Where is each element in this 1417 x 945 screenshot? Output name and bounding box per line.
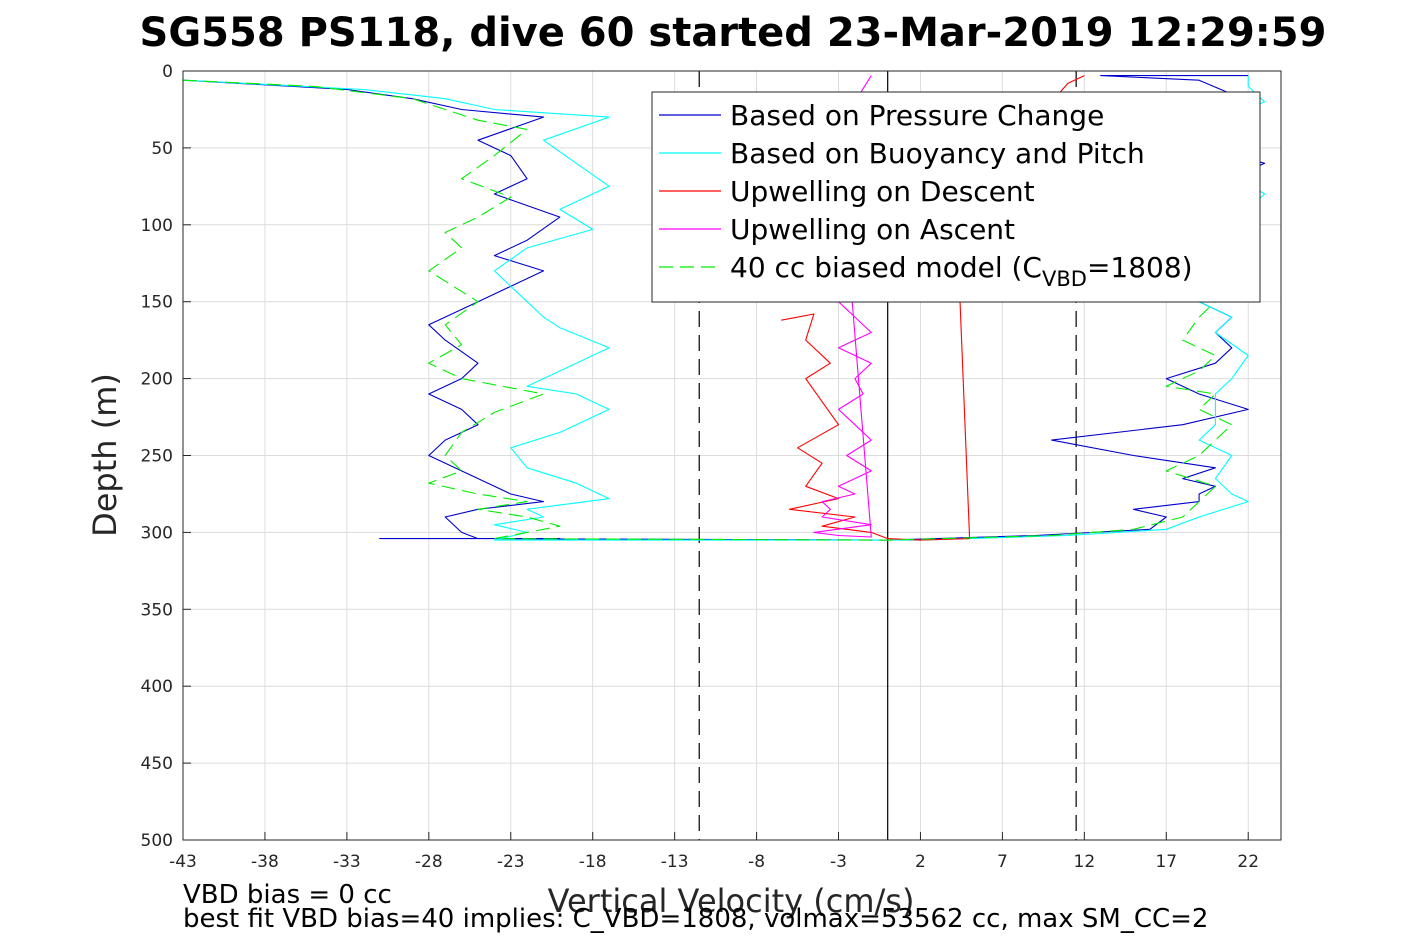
- x-tick-label: -38: [251, 852, 279, 872]
- y-tick-label: 150: [141, 293, 173, 313]
- x-tick-label: -18: [579, 852, 607, 872]
- y-tick-label: 200: [141, 370, 173, 390]
- series-biased-model: [182, 79, 1249, 541]
- legend-label: 40 cc biased model (CVBD=1808): [730, 251, 1193, 291]
- y-axis-label: Depth (m): [86, 373, 124, 537]
- y-axis-ticks: 0 50 100 150 200 250 300 350 400 450 500: [141, 62, 191, 851]
- x-tick-label: 22: [1237, 852, 1259, 872]
- x-tick-label: 7: [997, 852, 1008, 872]
- legend-box: [651, 91, 1261, 303]
- footer-line-1: VBD bias = 0 cc: [183, 880, 392, 910]
- x-tick-label: 12: [1074, 852, 1096, 872]
- legend-label: Based on Buoyancy and Pitch: [730, 137, 1145, 170]
- x-tick-label: -13: [661, 852, 689, 872]
- y-tick-label: 400: [141, 677, 173, 697]
- y-tick-label: 50: [151, 139, 173, 159]
- series-upwelling-ascent: [813, 75, 872, 538]
- y-tick-label: 500: [141, 831, 173, 851]
- x-tick-label: -33: [333, 852, 361, 872]
- series-buoyancy-pitch: [182, 75, 1266, 541]
- x-tick-label: -43: [169, 852, 197, 872]
- x-tick-label: -28: [415, 852, 443, 872]
- x-tick-label: 17: [1155, 852, 1177, 872]
- y-tick-label: 300: [141, 523, 173, 543]
- legend-items: Based on Pressure Change Based on Buoyanc…: [659, 99, 1193, 291]
- x-axis-ticks: -43 -38 -33 -28 -23 -18 -13 -8 -3 2 7 12 17 22: [169, 832, 1259, 872]
- y-tick-label: 0: [162, 62, 173, 82]
- x-tick-label: -23: [497, 852, 525, 872]
- y-tick-label: 350: [141, 600, 173, 620]
- x-axis-label: Vertical Velocity (cm/s): [548, 882, 915, 920]
- x-tick-label: -3: [830, 852, 847, 872]
- y-tick-label: 100: [141, 216, 173, 236]
- series-group: [182, 75, 1266, 541]
- legend-label: Upwelling on Descent: [730, 175, 1035, 208]
- y-tick-label: 450: [141, 754, 173, 774]
- y-tick-label: 250: [141, 447, 173, 467]
- series-upwelling-descent: [781, 75, 1085, 541]
- chart-title: SG558 PS118, dive 60 started 23-Mar-2019…: [140, 10, 1327, 56]
- legend-label: Based on Pressure Change: [730, 99, 1104, 132]
- legend: Based on Pressure Change Based on Buoyanc…: [651, 91, 1261, 303]
- footer-line-2: best fit VBD bias=40 implies: C_VBD=1808…: [183, 904, 1208, 934]
- x-tick-label: 2: [915, 852, 926, 872]
- legend-label: Upwelling on Ascent: [730, 213, 1015, 246]
- x-tick-label: -8: [748, 852, 765, 872]
